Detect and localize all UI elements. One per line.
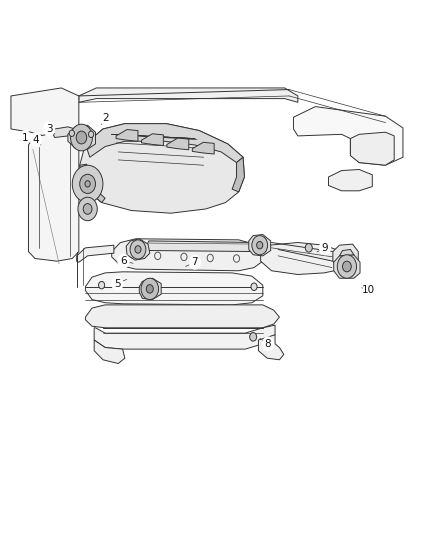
Polygon shape <box>339 249 354 256</box>
Circle shape <box>250 333 257 341</box>
Circle shape <box>30 132 42 147</box>
Polygon shape <box>85 305 279 328</box>
Circle shape <box>85 181 90 187</box>
Circle shape <box>146 285 153 293</box>
Text: 8: 8 <box>265 339 272 349</box>
Polygon shape <box>333 244 358 269</box>
Polygon shape <box>328 169 372 191</box>
Circle shape <box>130 240 146 259</box>
Circle shape <box>251 283 257 290</box>
Polygon shape <box>112 239 263 271</box>
Circle shape <box>343 261 351 272</box>
Circle shape <box>69 130 74 136</box>
Polygon shape <box>261 243 348 274</box>
Polygon shape <box>94 340 125 364</box>
Circle shape <box>76 131 87 144</box>
Text: 1: 1 <box>21 133 28 142</box>
Polygon shape <box>293 107 403 165</box>
Text: 10: 10 <box>362 286 375 295</box>
Polygon shape <box>11 88 79 138</box>
Polygon shape <box>79 88 298 102</box>
Circle shape <box>99 281 105 289</box>
Circle shape <box>189 255 201 270</box>
Circle shape <box>337 255 357 278</box>
Circle shape <box>100 111 112 126</box>
Polygon shape <box>192 142 214 154</box>
Polygon shape <box>258 335 284 360</box>
Circle shape <box>71 124 92 151</box>
Polygon shape <box>147 241 261 252</box>
Circle shape <box>111 276 124 291</box>
Text: 7: 7 <box>191 257 198 267</box>
Polygon shape <box>249 235 271 256</box>
Circle shape <box>43 122 55 136</box>
Polygon shape <box>350 132 394 165</box>
Circle shape <box>19 130 31 145</box>
Polygon shape <box>167 138 189 150</box>
Polygon shape <box>232 157 244 192</box>
Circle shape <box>72 165 103 203</box>
Polygon shape <box>94 325 275 349</box>
Text: 3: 3 <box>46 124 53 134</box>
Circle shape <box>80 174 95 193</box>
Circle shape <box>88 131 94 138</box>
Polygon shape <box>85 272 263 305</box>
Circle shape <box>363 283 375 298</box>
Polygon shape <box>126 239 150 260</box>
Circle shape <box>257 241 263 249</box>
Circle shape <box>83 204 92 214</box>
Circle shape <box>305 244 312 252</box>
Polygon shape <box>28 132 79 261</box>
Polygon shape <box>80 164 105 203</box>
Polygon shape <box>85 124 243 163</box>
Circle shape <box>117 254 130 269</box>
Circle shape <box>319 240 331 255</box>
Polygon shape <box>68 125 95 149</box>
Polygon shape <box>334 255 360 278</box>
Circle shape <box>141 278 159 300</box>
Circle shape <box>135 246 141 253</box>
Polygon shape <box>141 134 163 146</box>
Polygon shape <box>116 130 138 141</box>
Text: 9: 9 <box>321 243 328 253</box>
Polygon shape <box>139 278 161 300</box>
Polygon shape <box>80 124 244 213</box>
Circle shape <box>252 236 268 255</box>
Text: 4: 4 <box>32 135 39 144</box>
Polygon shape <box>77 245 114 262</box>
Circle shape <box>262 336 274 351</box>
Text: 6: 6 <box>120 256 127 266</box>
Text: 2: 2 <box>102 114 110 123</box>
Circle shape <box>78 197 97 221</box>
Polygon shape <box>53 127 75 138</box>
Text: 5: 5 <box>114 279 121 288</box>
